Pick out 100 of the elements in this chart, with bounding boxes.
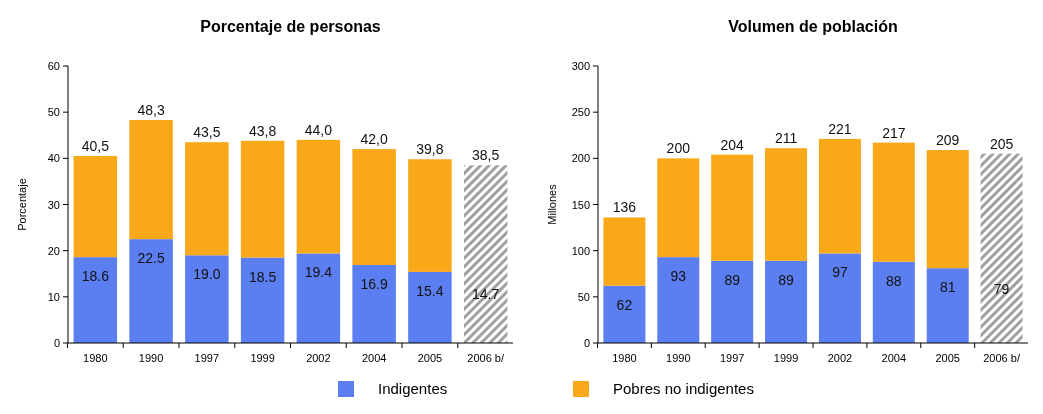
legend-label: Indigentes (378, 380, 448, 397)
total-label: 205 (989, 135, 1014, 152)
total-label: 48,3 (137, 102, 165, 119)
total-label: 221 (828, 120, 852, 137)
bar (711, 154, 754, 261)
x-tick-label: 1980 (83, 352, 108, 364)
y-tick-label: 60 (47, 60, 60, 72)
y-tick-label: 100 (571, 244, 590, 257)
y-axis-title: Porcentaje (16, 178, 28, 231)
y-tick-label: 10 (47, 290, 60, 303)
total-label: 43,8 (248, 122, 277, 139)
bar (408, 271, 452, 343)
bar (980, 270, 1023, 343)
x-tick-label: 2004 (361, 352, 387, 364)
y-tick-label: 0 (53, 337, 60, 349)
y-axis-title: Millones (546, 183, 558, 225)
total-label: 217 (882, 124, 906, 141)
x-tick-label: 1990 (666, 352, 691, 364)
total-label: 44,0 (304, 121, 333, 138)
data-label: 88 (886, 272, 902, 289)
y-tick-label: 20 (47, 244, 60, 257)
bar (352, 264, 396, 343)
x-tick-label: 2005 (417, 352, 443, 364)
bar (129, 120, 173, 240)
bar (129, 239, 173, 343)
data-label: 97 (832, 264, 848, 281)
total-label: 200 (666, 140, 691, 157)
bar (240, 140, 285, 258)
total-label: 211 (774, 130, 798, 147)
bar (765, 148, 808, 261)
chart-title: Volumen de población (728, 18, 898, 35)
data-label: 93 (670, 268, 687, 285)
bar (980, 153, 1023, 271)
total-label: 43,5 (193, 124, 221, 141)
bar (818, 253, 861, 343)
bar (463, 165, 508, 276)
chart-title: Porcentaje de personas (200, 18, 381, 35)
x-tick-label: 1980 (612, 352, 637, 364)
bar (603, 285, 646, 343)
x-tick-label: 2004 (881, 352, 907, 364)
total-label: 204 (720, 136, 745, 153)
data-label: 22.5 (137, 250, 165, 267)
legend-label: Pobres no indigentes (613, 380, 754, 397)
bar (408, 159, 452, 272)
data-label: 18.6 (81, 268, 110, 285)
x-tick-label: 1990 (138, 352, 164, 364)
x-tick-label: 1999 (250, 352, 275, 364)
data-label: 79 (993, 281, 1010, 298)
x-tick-label: 1999 (773, 352, 799, 364)
x-tick-label: 1997 (719, 352, 745, 364)
data-label: 15.4 (416, 282, 444, 299)
y-tick-label: 200 (571, 152, 590, 165)
total-label: 40,5 (81, 138, 110, 155)
x-tick-label: 2002 (306, 352, 331, 364)
bar (926, 268, 969, 343)
bar (818, 138, 861, 254)
y-tick-label: 40 (47, 152, 60, 165)
bar (73, 156, 118, 258)
y-tick-label: 50 (577, 290, 590, 303)
data-label: 14.7 (472, 286, 500, 303)
y-tick-label: 30 (47, 198, 60, 211)
y-tick-label: 300 (571, 60, 590, 72)
x-tick-label: 2006 b/ (467, 352, 505, 364)
bar (240, 257, 285, 343)
x-tick-label: 1997 (194, 352, 220, 364)
bar (296, 139, 341, 254)
x-tick-label: 2005 (935, 352, 960, 364)
data-label: 18.5 (248, 268, 277, 285)
bar (352, 149, 396, 265)
total-label: 209 (936, 132, 960, 149)
data-label: 19.4 (304, 264, 333, 281)
x-tick-label: 2006 b/ (983, 352, 1021, 364)
bar (926, 150, 969, 269)
bar (185, 255, 229, 343)
data-label: 62 (616, 296, 633, 313)
bar (657, 158, 700, 258)
total-label: 136 (612, 199, 637, 216)
bar (765, 260, 808, 343)
bar (872, 261, 915, 343)
total-label: 42,0 (360, 131, 388, 148)
data-label: 89 (778, 271, 795, 288)
y-tick-label: 0 (583, 337, 590, 349)
y-tick-label: 50 (47, 106, 60, 119)
y-tick-label: 250 (571, 106, 590, 119)
bar (185, 142, 229, 256)
data-label: 16.9 (360, 275, 388, 292)
bar (657, 257, 700, 343)
bar (296, 253, 341, 343)
total-label: 39,8 (416, 141, 444, 158)
bar (73, 257, 118, 343)
data-label: 81 (939, 279, 956, 296)
data-label: 89 (724, 271, 741, 288)
y-tick-label: 150 (571, 198, 590, 211)
bar (463, 275, 508, 343)
bar (872, 142, 915, 262)
total-label: 38,5 (472, 147, 500, 164)
bar (711, 260, 754, 343)
data-label: 19.0 (193, 266, 221, 283)
bar (603, 217, 646, 286)
x-tick-label: 2002 (827, 352, 853, 364)
